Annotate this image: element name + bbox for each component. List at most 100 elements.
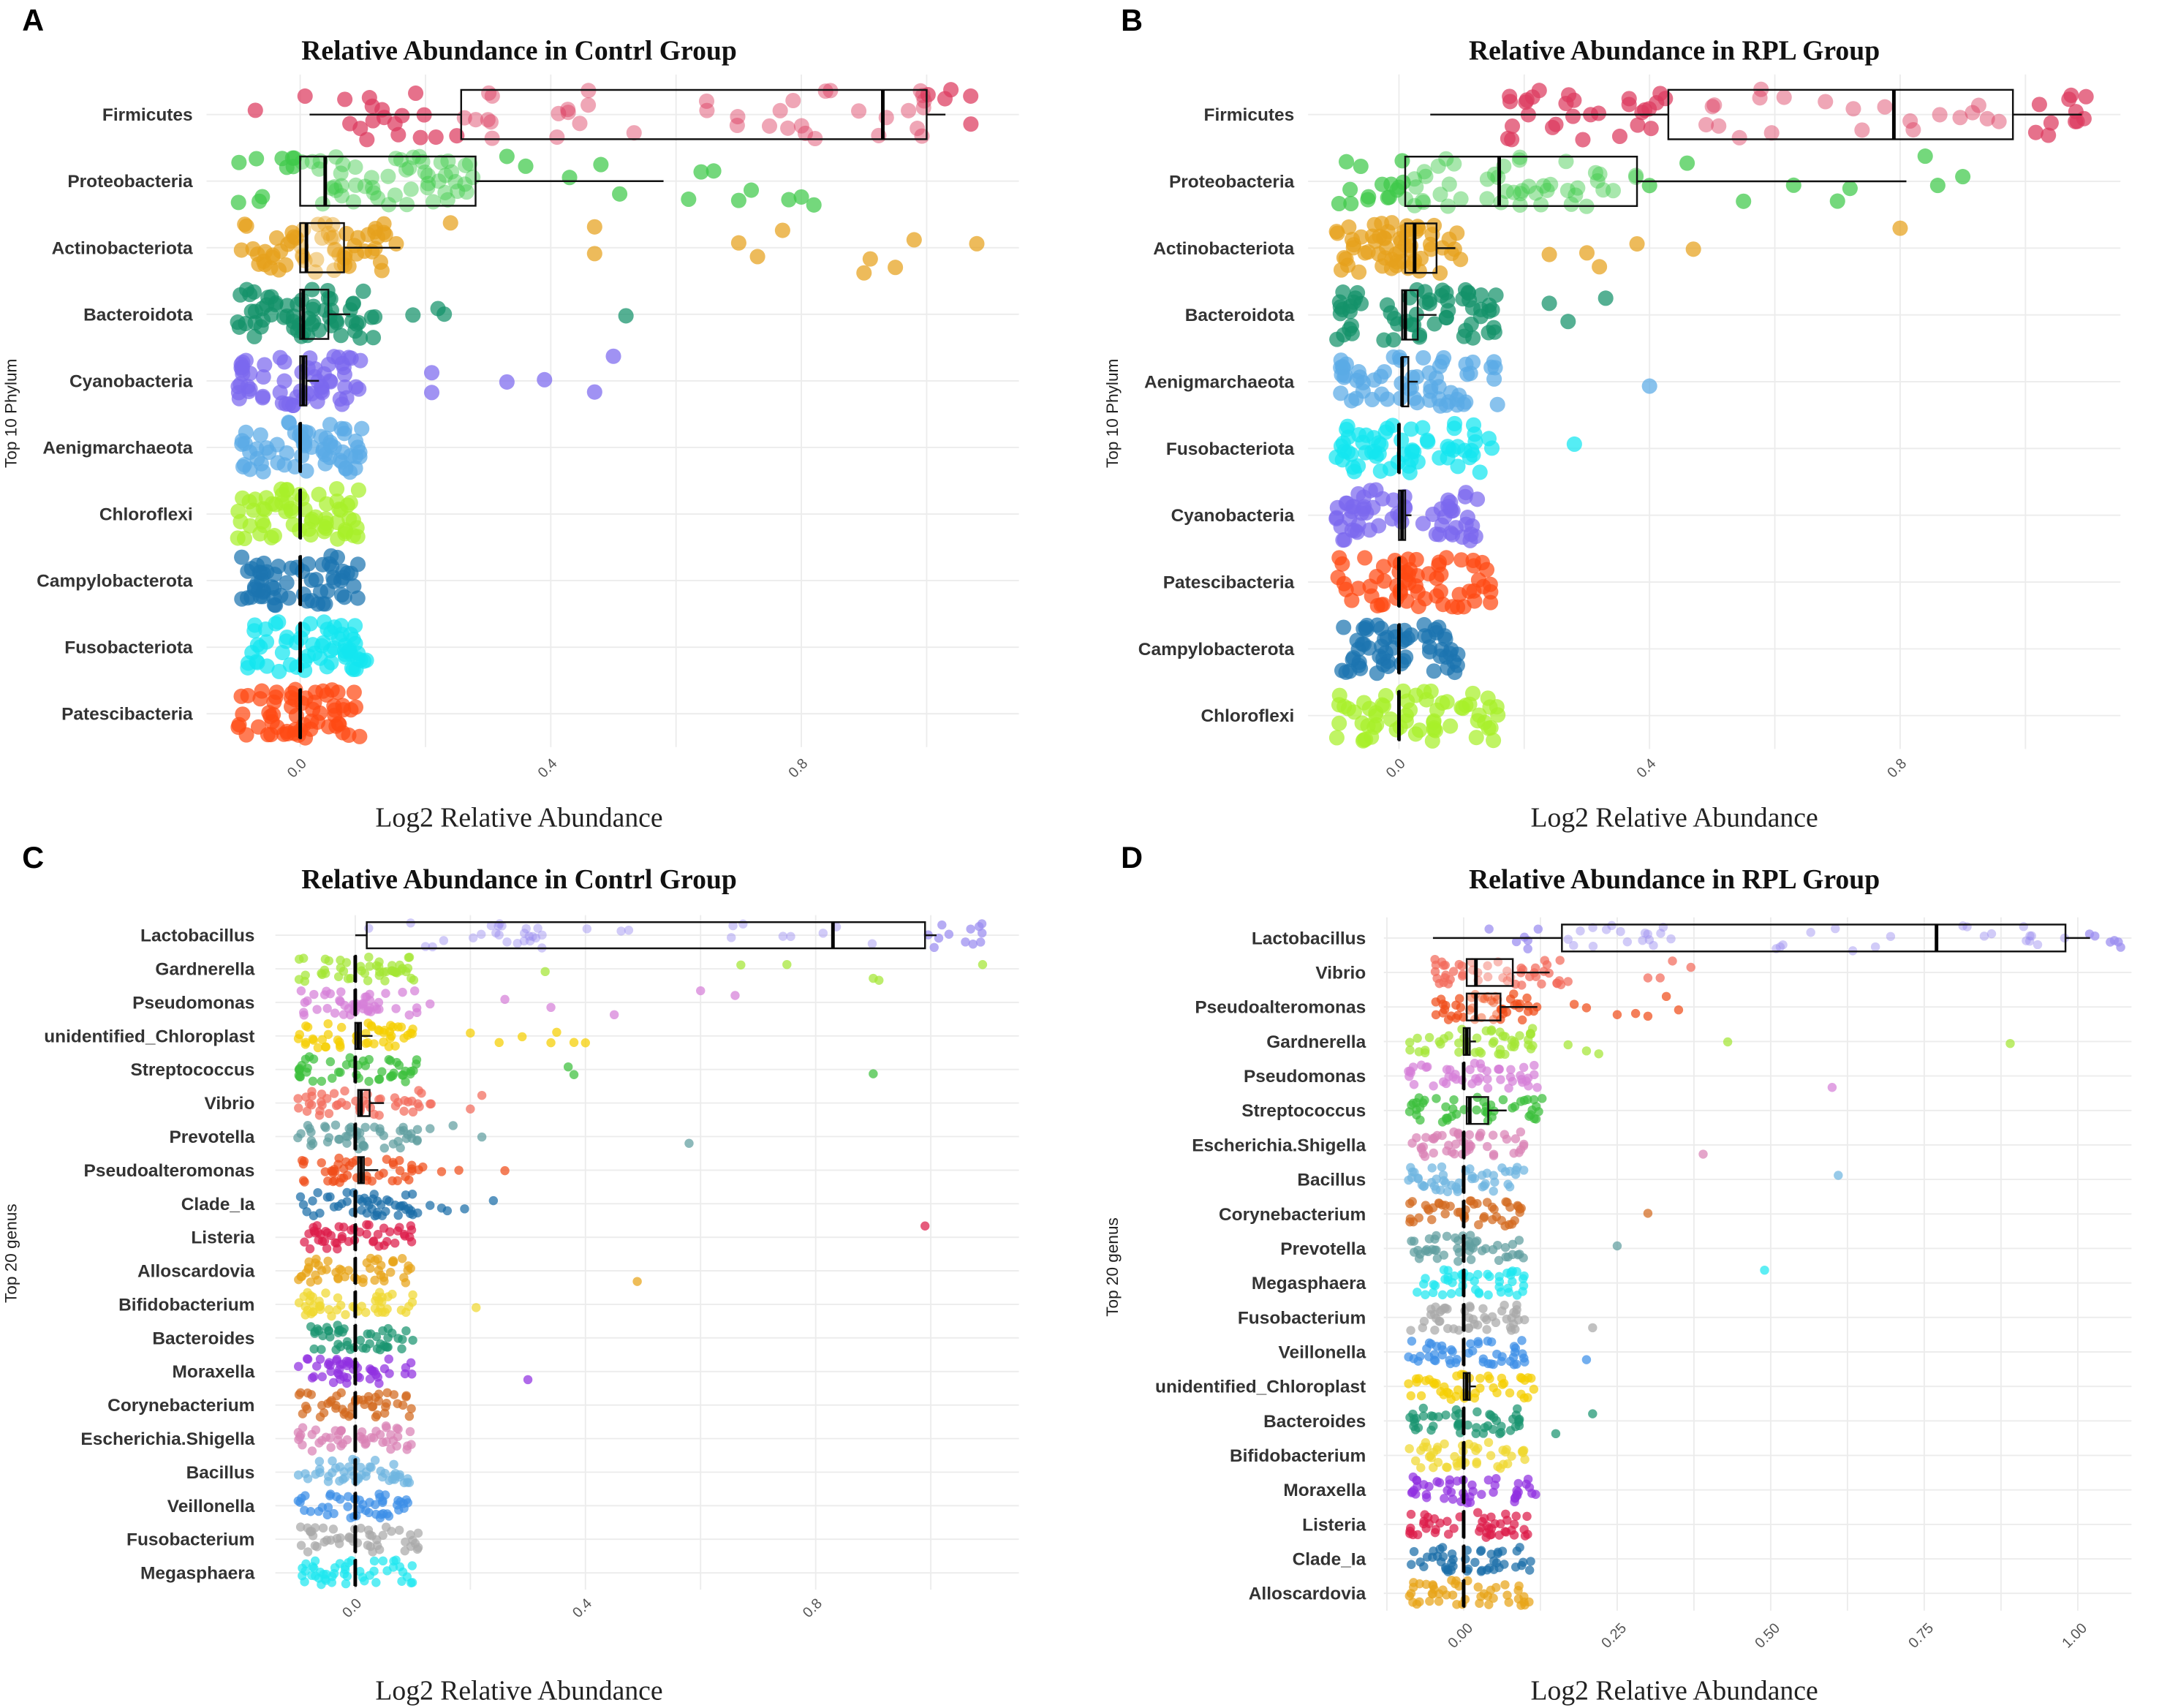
category-label: Prevotella <box>1280 1239 1366 1259</box>
data-point <box>1412 1475 1421 1485</box>
data-point <box>329 493 345 510</box>
category-bacteroidota: Bacteroidota <box>83 281 634 346</box>
data-point <box>246 328 262 344</box>
data-point <box>1350 485 1366 502</box>
data-point <box>1465 1065 1475 1075</box>
data-point <box>1431 1010 1441 1020</box>
data-point <box>333 165 349 181</box>
data-point <box>257 357 273 373</box>
data-point <box>1644 935 1655 945</box>
data-point <box>431 173 447 189</box>
data-point <box>341 1579 351 1589</box>
data-point <box>369 1190 379 1199</box>
data-point <box>1506 1270 1516 1280</box>
data-point <box>929 942 939 953</box>
data-point <box>309 252 325 268</box>
data-point <box>2109 936 2120 945</box>
data-point <box>238 315 254 332</box>
data-point <box>778 932 788 941</box>
data-point <box>1365 499 1381 515</box>
category-fusobacterium: Fusobacterium <box>126 1522 423 1557</box>
data-point <box>361 90 377 106</box>
data-point <box>1494 1530 1504 1540</box>
data-point <box>324 1108 334 1119</box>
data-point <box>336 987 346 997</box>
data-point <box>433 154 449 170</box>
data-point <box>1415 192 1431 208</box>
data-point <box>1629 235 1645 252</box>
data-point <box>1496 1075 1505 1084</box>
data-point <box>1470 1557 1480 1568</box>
data-point <box>1421 1133 1431 1142</box>
data-point <box>349 556 366 573</box>
data-point <box>1357 550 1373 566</box>
data-point <box>1468 1486 1478 1496</box>
data-point <box>355 283 371 299</box>
data-point <box>1532 1083 1542 1092</box>
data-point <box>1507 1220 1517 1229</box>
data-point <box>417 164 433 181</box>
data-point <box>1477 1063 1486 1073</box>
data-point <box>1467 1171 1478 1182</box>
data-point <box>460 1204 469 1214</box>
data-point <box>1508 1239 1518 1250</box>
data-point <box>1440 1209 1450 1219</box>
data-point <box>593 156 609 173</box>
data-point <box>279 575 295 591</box>
data-point <box>391 1004 401 1013</box>
data-point <box>480 112 496 128</box>
data-point <box>317 1266 327 1275</box>
data-point <box>1465 552 1481 568</box>
data-point <box>386 1430 396 1440</box>
category-label: Pseudomonas <box>1244 1067 1366 1087</box>
data-point <box>357 178 373 194</box>
data-point <box>963 116 979 132</box>
data-point <box>1463 1564 1473 1574</box>
category-label: Proteobacteria <box>67 172 193 192</box>
data-point <box>381 989 390 998</box>
data-point <box>486 921 496 931</box>
data-point <box>502 937 512 947</box>
data-point <box>1429 1546 1438 1556</box>
data-point <box>374 1296 384 1306</box>
data-point <box>1529 1095 1539 1105</box>
data-point <box>313 1043 323 1053</box>
data-point <box>1429 1148 1438 1158</box>
data-point <box>1418 168 1434 184</box>
data-point <box>404 1411 415 1421</box>
data-point <box>786 932 795 942</box>
data-point <box>298 1440 307 1450</box>
data-point <box>235 490 251 506</box>
data-point <box>1476 1546 1486 1555</box>
data-point <box>246 581 262 597</box>
data-point <box>364 1508 374 1518</box>
data-point <box>1486 996 1496 1005</box>
data-point <box>1502 88 1518 105</box>
data-point <box>1905 121 1921 138</box>
data-point <box>294 1103 303 1113</box>
data-point <box>405 1427 415 1437</box>
category-label: Alloscardovia <box>137 1262 255 1282</box>
data-point <box>395 1165 405 1176</box>
category-clade-ia: Clade_Ia <box>1293 1543 1535 1576</box>
category-label: Chloroflexi <box>99 505 193 524</box>
data-point <box>420 942 431 951</box>
data-point <box>466 1104 475 1114</box>
data-point <box>1486 1451 1496 1460</box>
data-point <box>1394 656 1410 672</box>
data-point <box>294 1390 304 1399</box>
data-point <box>231 717 247 733</box>
data-point <box>1628 169 1644 185</box>
data-point <box>477 1132 487 1142</box>
data-point <box>1483 1371 1493 1381</box>
data-point <box>322 450 338 466</box>
data-point <box>2041 127 2057 143</box>
data-point <box>1494 1271 1504 1282</box>
category-label: Megasphaera <box>1252 1274 1366 1293</box>
data-point <box>1472 1105 1481 1115</box>
data-point <box>1429 1356 1440 1365</box>
data-point <box>400 1095 409 1106</box>
data-point <box>1486 1512 1496 1522</box>
data-point <box>252 427 268 443</box>
x-tick-label: 0.50 <box>1752 1620 1783 1652</box>
